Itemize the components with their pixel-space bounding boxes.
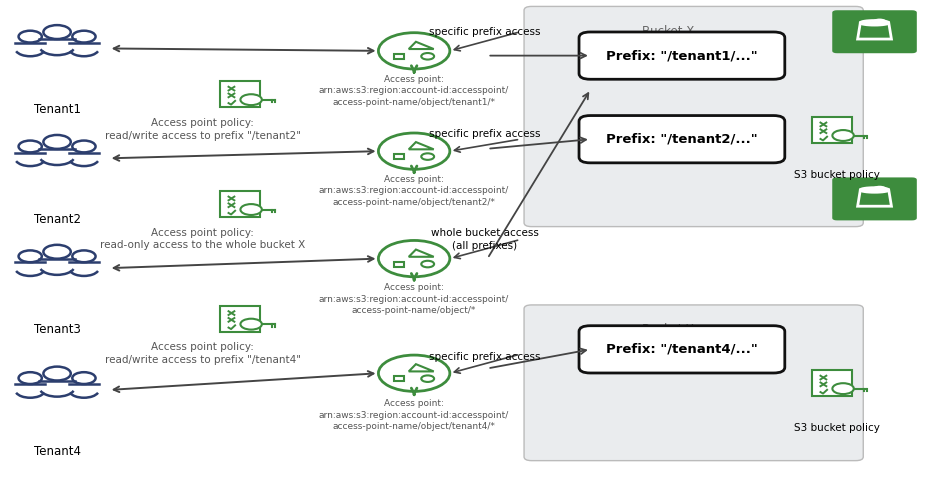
- Circle shape: [241, 94, 262, 105]
- FancyBboxPatch shape: [220, 81, 261, 107]
- FancyBboxPatch shape: [579, 32, 785, 79]
- Text: Access point policy:
read/write access to prefix "/tenant2": Access point policy: read/write access t…: [104, 118, 301, 140]
- FancyBboxPatch shape: [524, 305, 863, 461]
- Circle shape: [833, 383, 853, 394]
- FancyBboxPatch shape: [579, 326, 785, 373]
- Circle shape: [378, 33, 450, 69]
- FancyBboxPatch shape: [579, 115, 785, 163]
- Text: Prefix: "/tenant4/...": Prefix: "/tenant4/...": [606, 343, 758, 356]
- Text: S3 bucket policy: S3 bucket policy: [794, 170, 880, 180]
- FancyBboxPatch shape: [832, 10, 917, 53]
- Text: Bucket Y: Bucket Y: [642, 323, 694, 336]
- Circle shape: [378, 240, 450, 277]
- Circle shape: [241, 204, 262, 215]
- Text: Tenant3: Tenant3: [34, 323, 81, 336]
- Text: whole bucket access
(all prefixes): whole bucket access (all prefixes): [431, 228, 538, 251]
- Text: Prefix: "/tenant1/...": Prefix: "/tenant1/...": [606, 49, 758, 62]
- Text: Access point:
arn:aws:s3:region:account-id:accesspoint/
access-point-name/object: Access point: arn:aws:s3:region:account-…: [319, 284, 509, 315]
- Text: Access point policy:
read-only access to the whole bucket X: Access point policy: read-only access to…: [100, 228, 305, 251]
- Text: Access point policy:
read/write access to prefix "/tenant4": Access point policy: read/write access t…: [104, 342, 301, 365]
- Circle shape: [378, 133, 450, 169]
- FancyBboxPatch shape: [220, 191, 261, 217]
- Circle shape: [378, 355, 450, 391]
- Text: Access point:
arn:aws:s3:region:account-id:accesspoint/
access-point-name/object: Access point: arn:aws:s3:region:account-…: [319, 175, 509, 207]
- FancyBboxPatch shape: [524, 6, 863, 227]
- FancyBboxPatch shape: [220, 306, 261, 332]
- FancyBboxPatch shape: [812, 370, 853, 397]
- Text: Tenant4: Tenant4: [34, 445, 81, 458]
- Text: specific prefix access: specific prefix access: [429, 27, 540, 37]
- FancyBboxPatch shape: [832, 177, 917, 220]
- Text: Access point:
arn:aws:s3:region:account-id:accesspoint/
access-point-name/object: Access point: arn:aws:s3:region:account-…: [319, 75, 509, 107]
- Text: Bucket X: Bucket X: [642, 24, 694, 37]
- FancyBboxPatch shape: [812, 117, 853, 143]
- Text: specific prefix access: specific prefix access: [429, 352, 540, 362]
- Circle shape: [833, 130, 853, 141]
- Text: specific prefix access: specific prefix access: [429, 129, 540, 139]
- Text: Tenant1: Tenant1: [34, 103, 81, 116]
- Text: S3 bucket policy: S3 bucket policy: [794, 423, 880, 433]
- Circle shape: [241, 319, 262, 330]
- Text: Tenant2: Tenant2: [34, 213, 81, 226]
- Text: Access point:
arn:aws:s3:region:account-id:accesspoint/
access-point-name/object: Access point: arn:aws:s3:region:account-…: [319, 399, 509, 432]
- Text: Prefix: "/tenant2/...": Prefix: "/tenant2/...": [606, 133, 758, 146]
